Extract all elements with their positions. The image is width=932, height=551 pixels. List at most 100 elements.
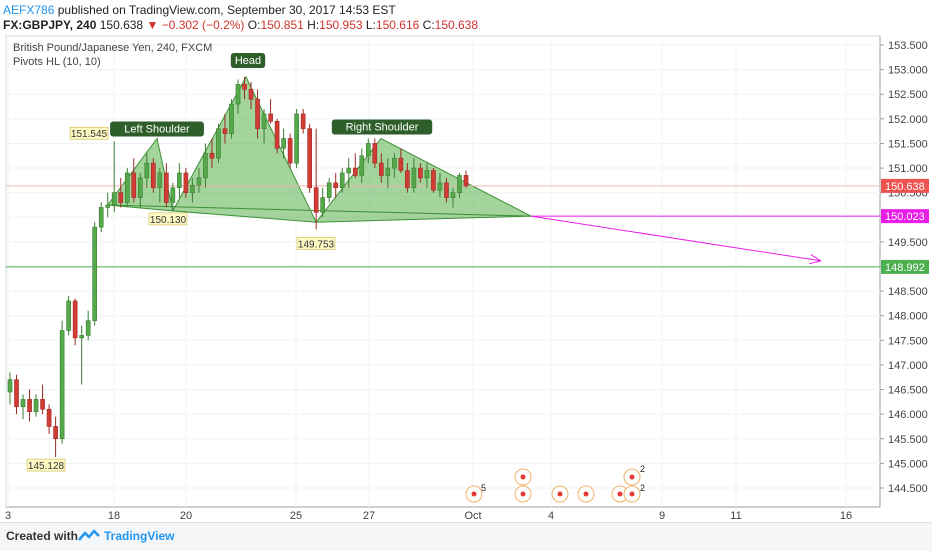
candle-body (164, 172, 169, 203)
candle-body (444, 182, 449, 198)
candle-body (398, 157, 404, 171)
close-value: 150.638 (434, 18, 479, 32)
event-dot (471, 491, 477, 497)
candle-body (170, 187, 176, 203)
author-link[interactable]: AEFX786 (3, 3, 55, 17)
low-label: L: (365, 18, 376, 32)
candle-body (196, 177, 202, 186)
price-tick-label: 152.000 (888, 114, 928, 126)
event-dot (629, 474, 635, 480)
publish-text: published on TradingView.com, September … (57, 3, 396, 17)
candle-body (287, 138, 293, 164)
price-change: −0.302 (−0.2%) (161, 18, 245, 32)
price-tick-label: 153.500 (888, 40, 928, 52)
candle-body (144, 162, 150, 179)
price-tag (881, 178, 929, 193)
down-arrow-icon: ▼ (146, 18, 159, 32)
low-value: 150.616 (375, 18, 420, 32)
price-tick-label: 151.500 (888, 138, 928, 150)
candle-body (359, 155, 365, 176)
price-tag-label: 150.638 (885, 181, 925, 193)
candle-body (274, 120, 280, 149)
time-tick-label: 18 (108, 510, 120, 522)
candle-body (183, 172, 189, 193)
event-count: 5 (481, 483, 486, 493)
event-dot (520, 491, 526, 497)
pivot-label-box (296, 237, 336, 250)
event-dot (520, 474, 526, 480)
event-dot (583, 491, 589, 497)
pivot-label-box (148, 212, 188, 226)
price-tick-label: 148.000 (888, 311, 928, 323)
candle-body (190, 184, 195, 193)
candle-body (157, 172, 163, 189)
high-label: H: (307, 18, 320, 32)
candle-body (229, 103, 234, 134)
candle-body (7, 379, 13, 393)
candle-body (437, 182, 443, 191)
open-label: O: (247, 18, 261, 32)
candle-body (431, 170, 436, 191)
symbol-info: FX:GBPJPY, 240 150.638 ▼ −0.302 (−0.2%) … (3, 18, 478, 32)
candle-body (66, 300, 71, 331)
pivot-label-box (26, 458, 66, 472)
candle-body (255, 98, 260, 129)
pattern-label: Head (235, 55, 261, 67)
price-tick-label: 144.500 (888, 483, 928, 495)
symbol-label: FX:GBPJPY, 240 (3, 18, 97, 32)
candle-body (40, 399, 45, 410)
candle-body (111, 192, 117, 206)
candle-body (242, 84, 247, 90)
candle-body (14, 379, 19, 408)
candle-body (46, 408, 52, 427)
footer-bar: Created with TradingView (0, 522, 932, 551)
candle-body (118, 192, 124, 203)
candle-body (385, 167, 391, 176)
pattern-label-box (331, 119, 433, 135)
candle-body (457, 175, 462, 193)
open-value: 150.851 (260, 18, 304, 32)
candle-body (346, 167, 352, 174)
candle-body (372, 143, 378, 164)
candle-body (105, 204, 111, 208)
candle-body (72, 300, 78, 339)
price-tick-label: 153.000 (888, 65, 928, 77)
candle-body (268, 113, 273, 122)
price-tick-label: 145.000 (888, 458, 928, 470)
price-tick-label: 151.000 (888, 163, 928, 175)
time-tick-label: 11 (730, 510, 741, 522)
time-tick-label: 9 (659, 510, 665, 522)
candle-body (365, 143, 371, 157)
candle-body (392, 157, 397, 169)
candle-body (209, 152, 215, 159)
pivot-label: 149.753 (298, 239, 335, 250)
candle-body (137, 177, 143, 198)
event-dot (617, 491, 623, 497)
price-tag-label: 148.992 (885, 262, 925, 274)
tradingview-brand[interactable]: TradingView (104, 529, 175, 543)
tradingview-logo-icon (78, 529, 100, 541)
price-chart[interactable]: 153.500 153.000 152.500 152.000 151.500 151.0… (0, 0, 932, 522)
publish-info: AEFX786 published on TradingView.com, Se… (3, 3, 396, 17)
candle-body (378, 162, 384, 176)
candle-body (124, 172, 130, 203)
time-tick-label: 20 (180, 510, 192, 522)
candle-body (85, 320, 91, 336)
neckline-line (107, 204, 532, 217)
event-dot (557, 491, 563, 497)
candle-body (131, 172, 137, 198)
close-label: C: (422, 18, 435, 32)
time-tick-label: 3 (5, 510, 11, 522)
candle-body (352, 167, 358, 176)
pattern-label: Right Shoulder (346, 122, 419, 134)
price-tick-label: 148.500 (888, 286, 928, 298)
pattern-label-box (230, 52, 266, 68)
candle-body (300, 113, 306, 129)
price-tick-label: 145.500 (888, 434, 928, 446)
candle-body (150, 162, 156, 189)
candle-body (33, 399, 39, 413)
candle-body (333, 182, 339, 189)
candle-body (405, 170, 410, 189)
candle-body (313, 187, 319, 213)
event-dot (629, 491, 635, 497)
